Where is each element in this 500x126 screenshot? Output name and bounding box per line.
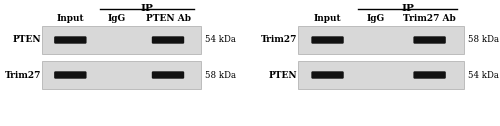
Bar <box>42 61 201 89</box>
FancyBboxPatch shape <box>152 71 184 79</box>
Text: IgG: IgG <box>367 14 386 23</box>
Bar <box>42 26 201 54</box>
Text: IP: IP <box>402 4 414 13</box>
FancyBboxPatch shape <box>54 71 86 79</box>
Text: IP: IP <box>140 4 153 13</box>
Text: 54 kDa: 54 kDa <box>468 71 499 80</box>
Text: 54 kDa: 54 kDa <box>205 36 236 44</box>
Text: PTEN: PTEN <box>268 71 297 80</box>
FancyBboxPatch shape <box>312 71 344 79</box>
Text: 58 kDa: 58 kDa <box>205 71 236 80</box>
FancyBboxPatch shape <box>312 36 344 44</box>
Bar <box>298 26 464 54</box>
FancyBboxPatch shape <box>152 36 184 44</box>
FancyBboxPatch shape <box>54 36 86 44</box>
Text: Trim27: Trim27 <box>260 36 297 44</box>
Text: PTEN: PTEN <box>12 36 41 44</box>
Text: Trim27 Ab: Trim27 Ab <box>403 14 456 23</box>
Text: PTEN Ab: PTEN Ab <box>146 14 190 23</box>
Bar <box>298 61 464 89</box>
Text: Input: Input <box>314 14 342 23</box>
FancyBboxPatch shape <box>414 36 446 44</box>
Text: Input: Input <box>56 14 84 23</box>
Text: IgG: IgG <box>108 14 126 23</box>
Text: Trim27: Trim27 <box>4 71 41 80</box>
Text: 58 kDa: 58 kDa <box>468 36 499 44</box>
FancyBboxPatch shape <box>414 71 446 79</box>
